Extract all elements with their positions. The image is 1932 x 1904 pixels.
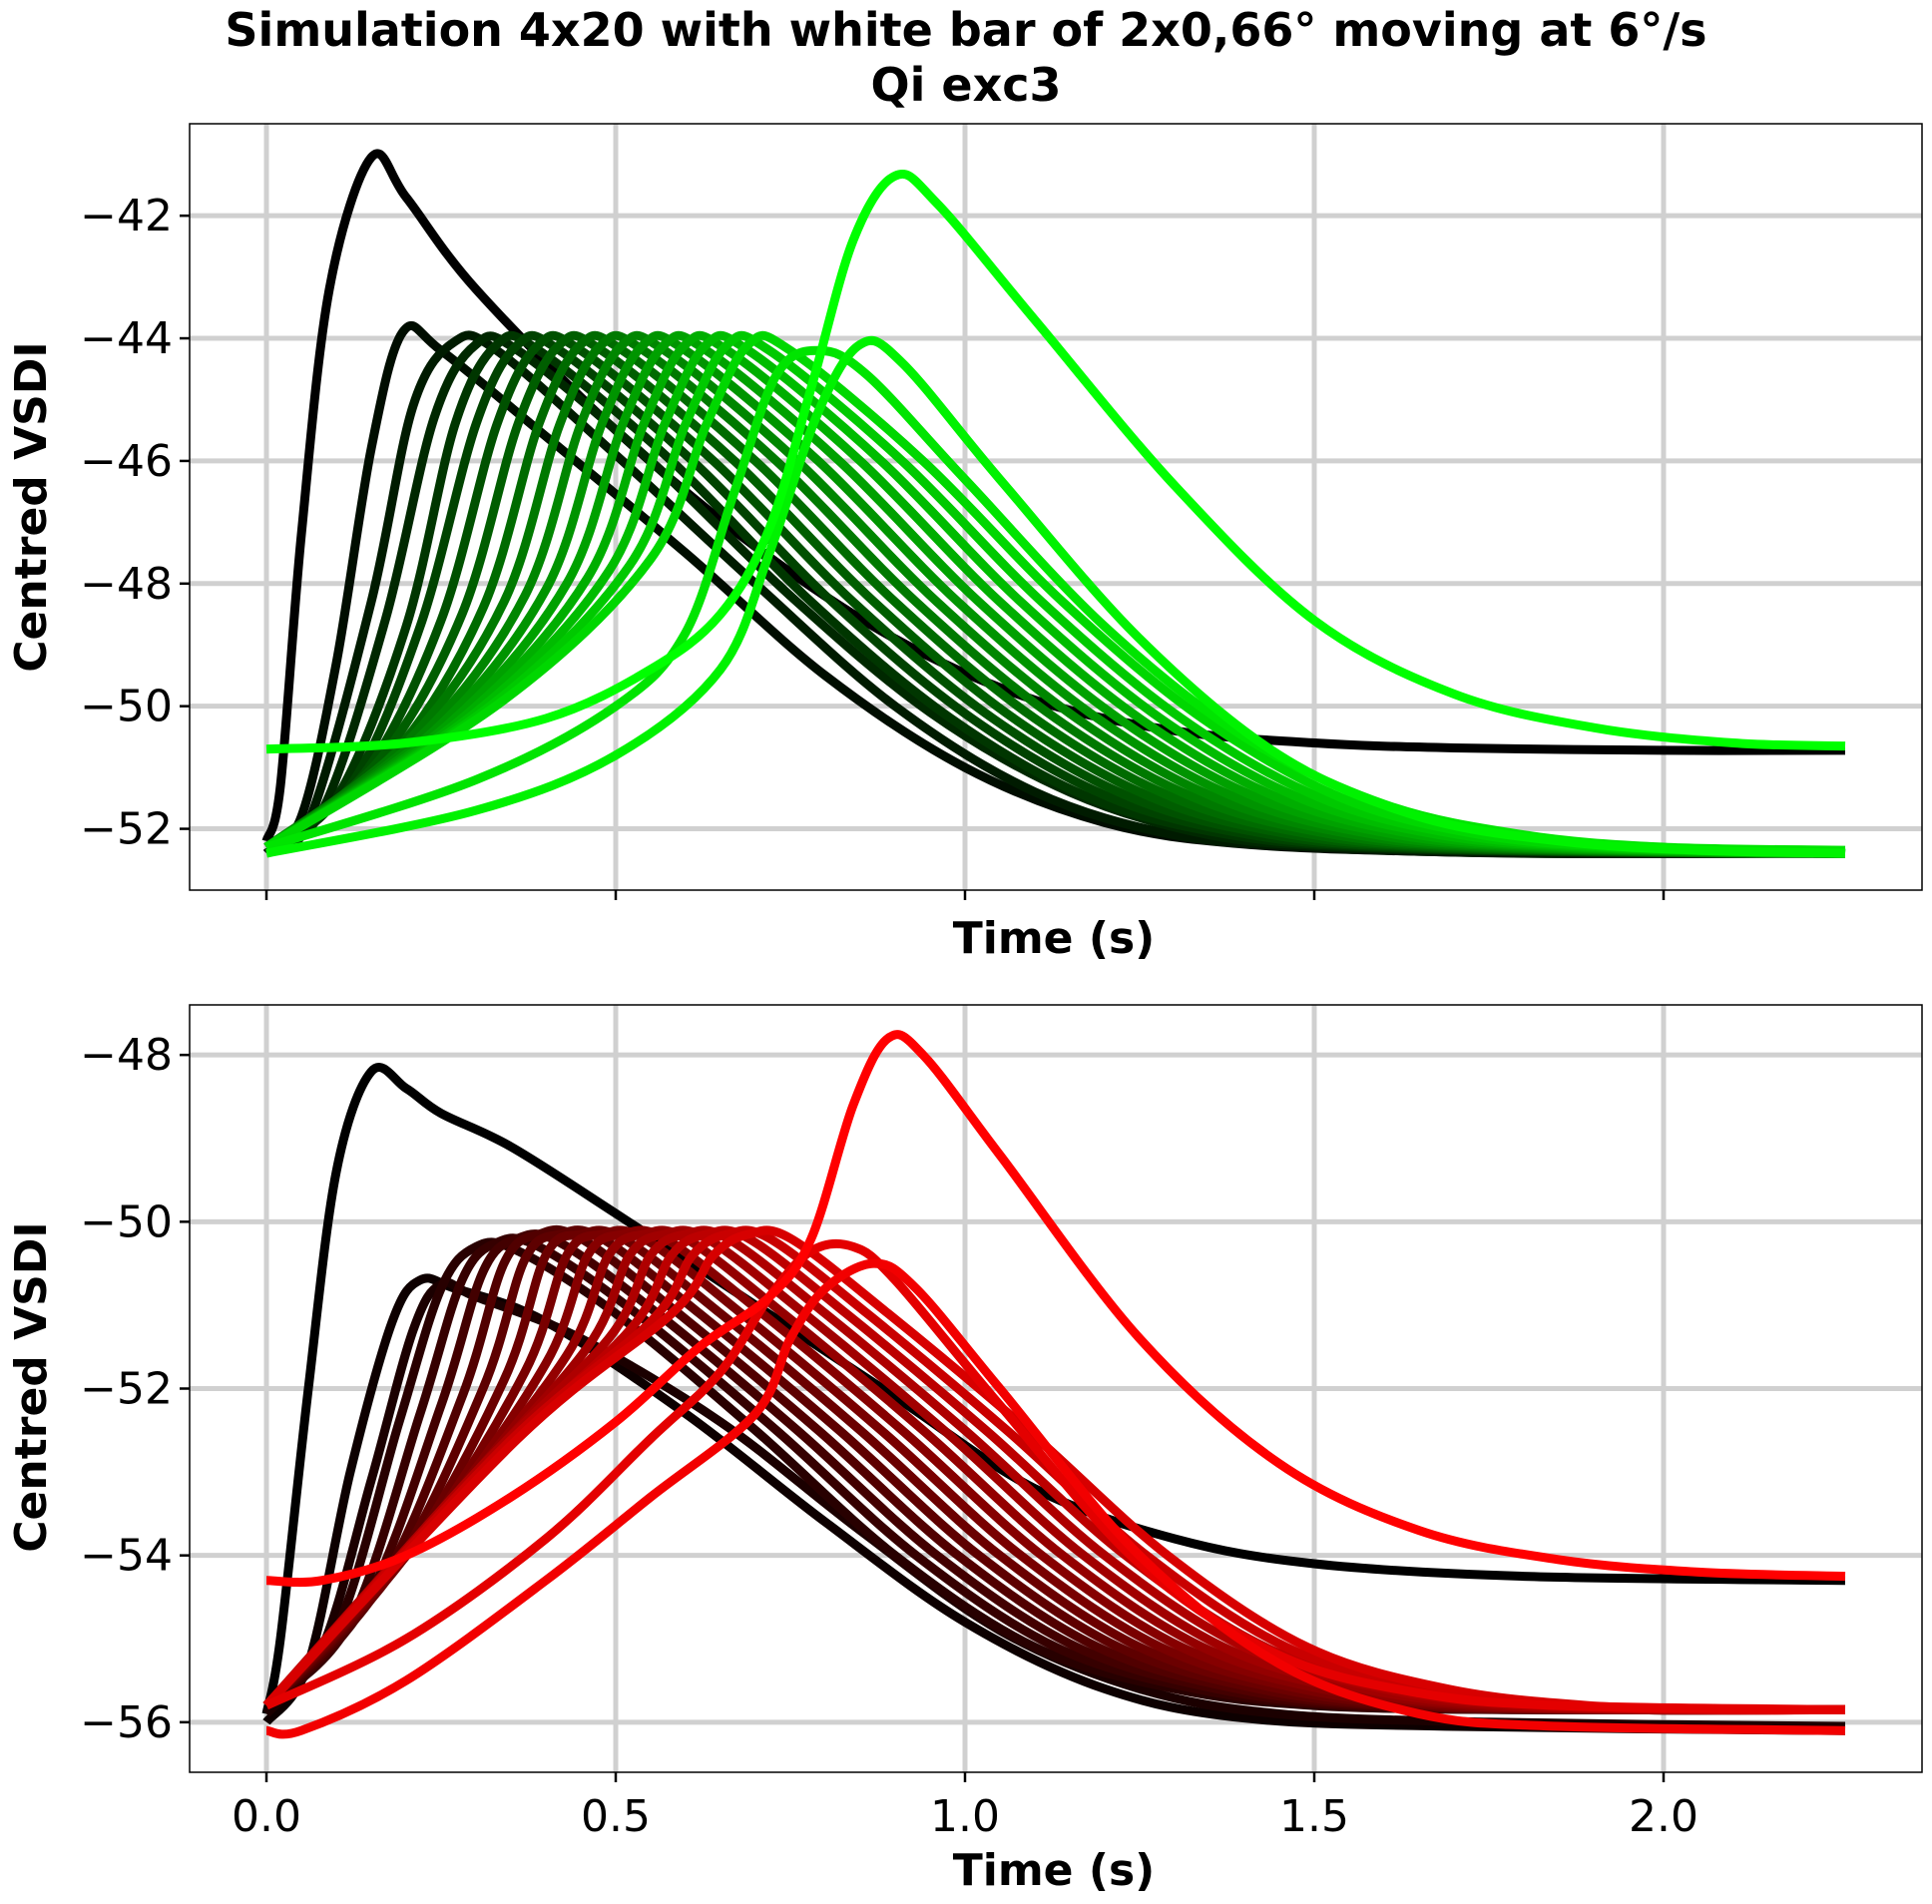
bottom-y-tick-label: −56	[80, 1697, 173, 1748]
bottom-x-tick-label: 0.0	[232, 1791, 301, 1842]
top-y-tick-label: −50	[80, 682, 173, 732]
bottom-y-tick-label: −50	[80, 1196, 173, 1247]
top-y-tick-label: −44	[80, 313, 173, 364]
top-axes-frame	[189, 123, 1923, 891]
bottom-x-tick-label: 1.5	[1279, 1791, 1349, 1842]
bottom-x-tick-label: 1.0	[930, 1791, 1000, 1842]
bottom-y-tick-label: −54	[80, 1531, 173, 1582]
bottom-series-line-19	[265, 1258, 1846, 1739]
top-x-axis-label: Time (s)	[953, 913, 1156, 964]
top-y-axis-label: Centred VSDI	[6, 341, 57, 672]
bottom-y-tick-label: −48	[80, 1030, 173, 1081]
top-y-tick-label: −46	[80, 436, 173, 487]
bottom-x-tick-label: 2.0	[1629, 1791, 1698, 1842]
bottom-panel: 0.0 0.5 1.0 1.5 2.0 −56 −54 −52 −50 −48	[80, 1004, 1923, 1842]
top-y-tick-label: −48	[80, 559, 173, 610]
top-panel: −52 −50 −48 −46 −44 −42	[80, 123, 1923, 900]
bottom-y-axis-label: Centred VSDI	[6, 1221, 57, 1552]
bottom-series-line-3	[262, 1277, 1846, 1731]
bottom-series-line-20	[265, 1030, 1846, 1588]
bottom-x-axis-label: Time (s)	[953, 1845, 1156, 1896]
chart-title-line1: Simulation 4x20 with white bar of 2x0,66…	[225, 3, 1706, 57]
bottom-y-tick-label: −52	[80, 1364, 173, 1415]
top-y-tick-label: −52	[80, 804, 173, 855]
bottom-x-tick-label: 0.5	[581, 1791, 651, 1842]
chart-title-line2: Qi exc3	[870, 58, 1061, 112]
top-series-line-20	[265, 170, 1846, 754]
top-y-tick-label: −42	[80, 191, 173, 241]
top-series-line-19	[265, 335, 1846, 858]
